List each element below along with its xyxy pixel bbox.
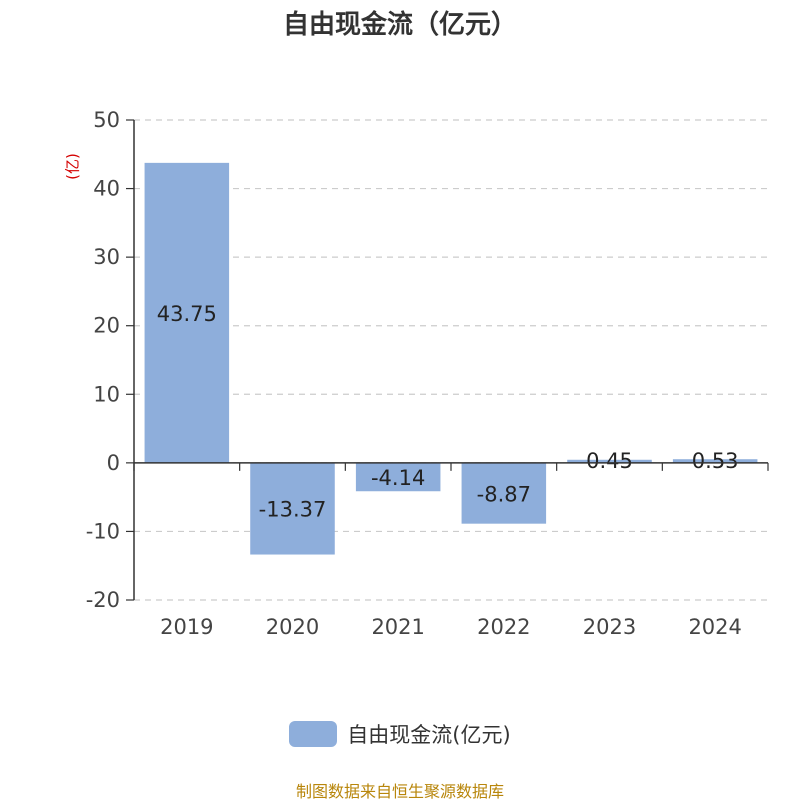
data-label: -8.87 xyxy=(477,482,531,506)
data-label: 0.45 xyxy=(586,449,633,473)
y-tick-label: 40 xyxy=(93,177,120,201)
bar-2019 xyxy=(144,162,230,463)
x-tick-label: 2021 xyxy=(371,615,424,639)
y-tick-label: 20 xyxy=(93,314,120,338)
x-tick-label: 2019 xyxy=(160,615,213,639)
legend-swatch xyxy=(289,721,338,747)
bar-2020 xyxy=(250,462,335,555)
legend: 自由现金流(亿元) xyxy=(0,719,800,749)
chart-title: 自由现金流（亿元） xyxy=(282,10,517,40)
data-label: -4.14 xyxy=(371,466,425,490)
data-label: -13.37 xyxy=(259,498,327,522)
y-tick-label: -20 xyxy=(86,588,120,612)
data-label: 0.53 xyxy=(692,449,739,473)
data-label: 43.75 xyxy=(157,302,217,326)
x-tick-label: 2023 xyxy=(583,615,636,639)
y-tick-label: -10 xyxy=(86,519,120,543)
x-tick-label: 2024 xyxy=(688,615,741,639)
bar-2024 xyxy=(672,459,758,463)
bar-2022 xyxy=(461,462,547,524)
y-tick-label: 50 xyxy=(93,108,120,132)
y-tick-label: 10 xyxy=(93,382,120,406)
bar-2021 xyxy=(355,462,441,492)
legend-label: 自由现金流(亿元) xyxy=(347,723,511,747)
y-tick-label: 0 xyxy=(107,451,120,475)
source-note: 制图数据来自恒生聚源数据库 xyxy=(295,782,504,801)
x-tick-label: 2022 xyxy=(477,615,530,639)
y-tick-label: 30 xyxy=(93,245,120,269)
bar-2023 xyxy=(567,459,652,463)
x-tick-label: 2020 xyxy=(266,615,319,639)
